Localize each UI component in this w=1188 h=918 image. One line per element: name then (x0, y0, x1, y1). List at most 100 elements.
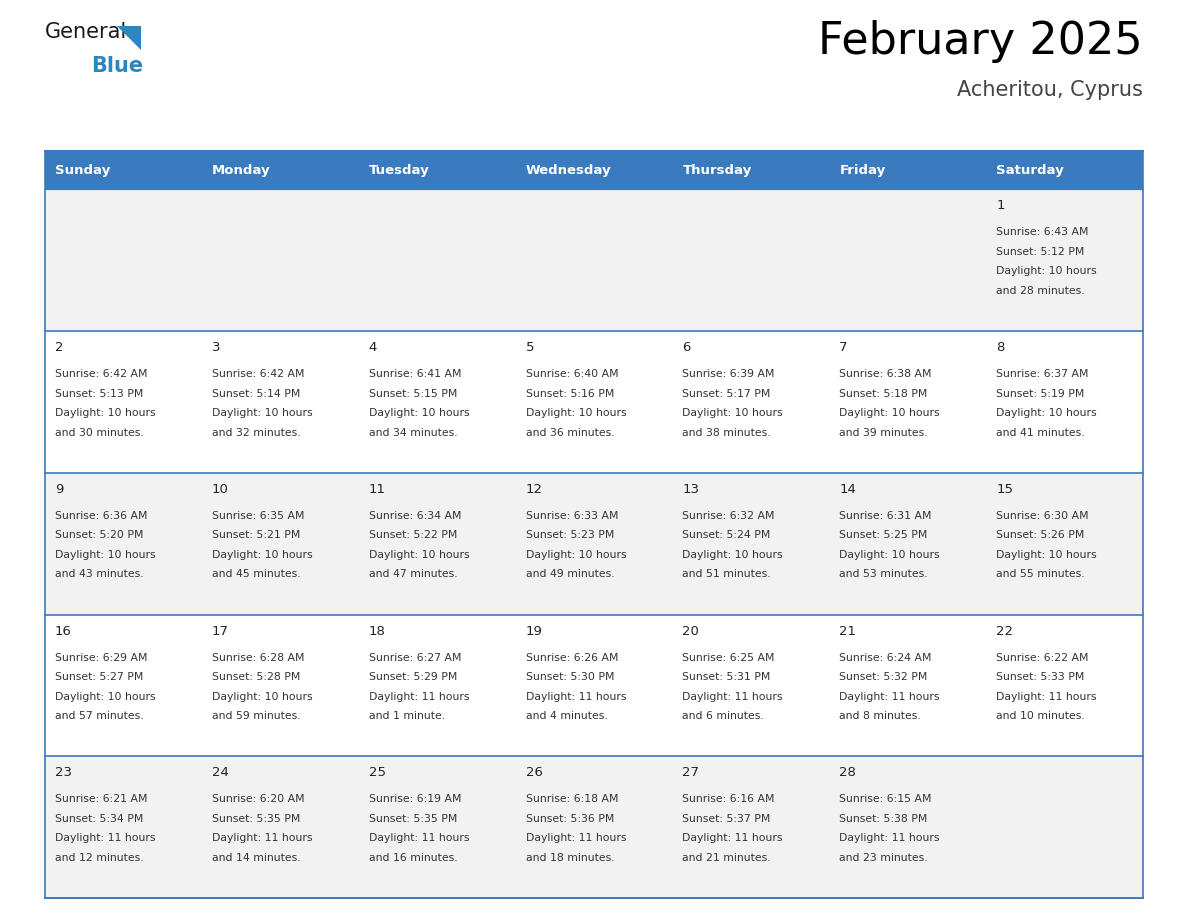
Text: 14: 14 (839, 483, 857, 496)
Text: and 23 minutes.: and 23 minutes. (839, 853, 928, 863)
Bar (202, 331, 359, 473)
Bar (829, 331, 986, 473)
Bar (672, 756, 829, 898)
Text: Sunrise: 6:42 AM: Sunrise: 6:42 AM (211, 369, 304, 379)
Text: Sunrise: 6:39 AM: Sunrise: 6:39 AM (682, 369, 775, 379)
Text: and 38 minutes.: and 38 minutes. (682, 428, 771, 438)
Text: 9: 9 (55, 483, 63, 496)
Text: Daylight: 10 hours: Daylight: 10 hours (211, 409, 312, 419)
Text: Friday: Friday (839, 164, 885, 177)
Bar (202, 756, 359, 898)
Text: 2: 2 (55, 341, 63, 354)
Bar (202, 189, 359, 331)
Text: Acheritou, Cyprus: Acheritou, Cyprus (958, 80, 1143, 100)
Text: Sunrise: 6:15 AM: Sunrise: 6:15 AM (839, 794, 931, 804)
Text: 11: 11 (368, 483, 386, 496)
Bar (45, 473, 202, 614)
Bar (516, 331, 672, 473)
Text: Sunrise: 6:37 AM: Sunrise: 6:37 AM (997, 369, 1088, 379)
Text: Sunset: 5:24 PM: Sunset: 5:24 PM (682, 531, 771, 541)
Text: and 59 minutes.: and 59 minutes. (211, 711, 301, 721)
Text: Sunrise: 6:19 AM: Sunrise: 6:19 AM (368, 794, 461, 804)
Text: Sunset: 5:15 PM: Sunset: 5:15 PM (368, 388, 457, 398)
Text: and 39 minutes.: and 39 minutes. (839, 428, 928, 438)
Text: and 30 minutes.: and 30 minutes. (55, 428, 144, 438)
Text: Sunrise: 6:34 AM: Sunrise: 6:34 AM (368, 511, 461, 521)
Text: 20: 20 (682, 624, 700, 638)
Bar (986, 614, 1143, 756)
Text: Sunrise: 6:21 AM: Sunrise: 6:21 AM (55, 794, 147, 804)
Bar (672, 473, 829, 614)
Text: Sunset: 5:33 PM: Sunset: 5:33 PM (997, 672, 1085, 682)
Text: Daylight: 10 hours: Daylight: 10 hours (997, 409, 1097, 419)
Text: Sunset: 5:31 PM: Sunset: 5:31 PM (682, 672, 771, 682)
Text: and 41 minutes.: and 41 minutes. (997, 428, 1085, 438)
Text: and 6 minutes.: and 6 minutes. (682, 711, 764, 721)
Bar (986, 756, 1143, 898)
Text: and 14 minutes.: and 14 minutes. (211, 853, 301, 863)
Polygon shape (116, 26, 141, 50)
Bar (986, 189, 1143, 331)
Text: and 18 minutes.: and 18 minutes. (525, 853, 614, 863)
Text: Sunset: 5:16 PM: Sunset: 5:16 PM (525, 388, 614, 398)
Bar (359, 473, 516, 614)
Text: Sunrise: 6:43 AM: Sunrise: 6:43 AM (997, 228, 1088, 238)
Text: 6: 6 (682, 341, 690, 354)
Text: Daylight: 11 hours: Daylight: 11 hours (368, 691, 469, 701)
Text: Sunrise: 6:30 AM: Sunrise: 6:30 AM (997, 511, 1088, 521)
Text: Sunrise: 6:26 AM: Sunrise: 6:26 AM (525, 653, 618, 663)
Bar (202, 614, 359, 756)
Text: and 47 minutes.: and 47 minutes. (368, 569, 457, 579)
Text: Thursday: Thursday (682, 164, 752, 177)
Text: and 57 minutes.: and 57 minutes. (55, 711, 144, 721)
Text: and 8 minutes.: and 8 minutes. (839, 711, 921, 721)
Bar (516, 189, 672, 331)
Text: Daylight: 10 hours: Daylight: 10 hours (525, 550, 626, 560)
Bar (45, 614, 202, 756)
Bar (45, 151, 202, 189)
Text: Daylight: 10 hours: Daylight: 10 hours (682, 550, 783, 560)
Text: and 28 minutes.: and 28 minutes. (997, 286, 1085, 296)
Text: Daylight: 10 hours: Daylight: 10 hours (211, 691, 312, 701)
Text: Daylight: 10 hours: Daylight: 10 hours (55, 691, 156, 701)
Bar (359, 331, 516, 473)
Text: and 10 minutes.: and 10 minutes. (997, 711, 1085, 721)
Text: Sunset: 5:27 PM: Sunset: 5:27 PM (55, 672, 144, 682)
Text: Sunrise: 6:40 AM: Sunrise: 6:40 AM (525, 369, 618, 379)
Text: and 4 minutes.: and 4 minutes. (525, 711, 607, 721)
Text: Sunset: 5:38 PM: Sunset: 5:38 PM (839, 813, 928, 823)
Text: Daylight: 11 hours: Daylight: 11 hours (55, 834, 156, 844)
Text: and 21 minutes.: and 21 minutes. (682, 853, 771, 863)
Text: 13: 13 (682, 483, 700, 496)
Text: Sunset: 5:25 PM: Sunset: 5:25 PM (839, 531, 928, 541)
Text: Daylight: 11 hours: Daylight: 11 hours (525, 834, 626, 844)
Bar (359, 189, 516, 331)
Bar (986, 473, 1143, 614)
Text: Sunrise: 6:32 AM: Sunrise: 6:32 AM (682, 511, 775, 521)
Text: Daylight: 11 hours: Daylight: 11 hours (839, 691, 940, 701)
Text: Sunrise: 6:24 AM: Sunrise: 6:24 AM (839, 653, 931, 663)
Text: Sunset: 5:34 PM: Sunset: 5:34 PM (55, 813, 144, 823)
Bar (516, 473, 672, 614)
Text: Sunrise: 6:31 AM: Sunrise: 6:31 AM (839, 511, 931, 521)
Bar (516, 756, 672, 898)
Text: Sunset: 5:36 PM: Sunset: 5:36 PM (525, 813, 614, 823)
Bar (829, 473, 986, 614)
Text: Sunset: 5:35 PM: Sunset: 5:35 PM (368, 813, 457, 823)
Text: General: General (45, 22, 127, 42)
Text: 8: 8 (997, 341, 1005, 354)
Text: Sunset: 5:21 PM: Sunset: 5:21 PM (211, 531, 301, 541)
Text: and 32 minutes.: and 32 minutes. (211, 428, 301, 438)
Text: 7: 7 (839, 341, 848, 354)
Bar (672, 189, 829, 331)
Bar (516, 151, 672, 189)
Text: 18: 18 (368, 624, 386, 638)
Text: Sunset: 5:20 PM: Sunset: 5:20 PM (55, 531, 144, 541)
Bar (202, 151, 359, 189)
Text: Sunset: 5:22 PM: Sunset: 5:22 PM (368, 531, 457, 541)
Text: Sunrise: 6:36 AM: Sunrise: 6:36 AM (55, 511, 147, 521)
Text: Sunset: 5:18 PM: Sunset: 5:18 PM (839, 388, 928, 398)
Text: Sunrise: 6:38 AM: Sunrise: 6:38 AM (839, 369, 931, 379)
Text: Sunset: 5:32 PM: Sunset: 5:32 PM (839, 672, 928, 682)
Text: 17: 17 (211, 624, 229, 638)
